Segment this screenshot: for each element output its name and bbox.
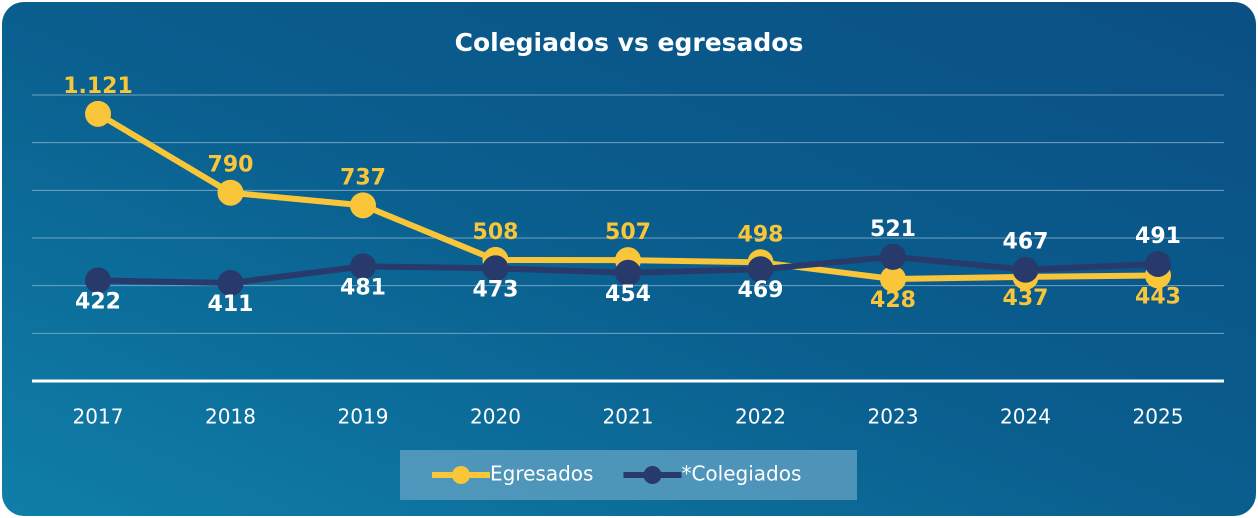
data-label: 790 [208,153,254,178]
x-tick-label: 2021 [603,405,654,429]
marker [880,243,906,270]
data-label: 411 [208,292,254,317]
x-tick-label: 2022 [735,405,786,429]
marker [217,270,244,297]
x-tick-label: 2019 [338,405,389,429]
marker [747,256,774,283]
legend-label: Egresados [490,462,593,486]
marker [350,192,376,219]
x-tick-label: 2023 [868,405,919,429]
data-label: 467 [1003,230,1049,255]
data-label: 428 [870,288,916,313]
marker [615,259,641,286]
data-label: 443 [1135,284,1181,309]
marker [880,265,906,292]
marker [1012,256,1039,283]
data-label: 437 [1003,286,1049,311]
marker [1145,250,1171,277]
legend-label: *Colegiados [681,462,801,486]
data-label: 498 [738,222,784,247]
x-tick-label: 2025 [1133,405,1184,429]
x-tick-label: 2024 [1000,405,1051,429]
data-label: 422 [75,289,121,314]
marker [217,179,244,206]
data-label: 737 [340,165,386,190]
data-label: 491 [1135,224,1181,249]
data-label: 521 [870,217,916,242]
marker [482,255,509,282]
legend-marker [643,466,662,484]
x-tick-label: 2020 [470,405,521,429]
x-tick-label: 2018 [205,405,256,429]
marker [350,253,376,280]
chart-title: Colegiados vs egresados [455,28,804,57]
data-label: 481 [340,275,386,300]
legend-marker [452,466,470,484]
data-label: 508 [473,220,519,245]
marker [85,267,111,294]
data-label: 473 [473,277,519,302]
data-label: 454 [605,282,651,307]
data-label: 1.121 [63,74,133,99]
data-label: 507 [605,220,651,245]
x-tick-label: 2017 [73,405,124,429]
marker [85,100,111,127]
data-label: 469 [738,278,784,303]
